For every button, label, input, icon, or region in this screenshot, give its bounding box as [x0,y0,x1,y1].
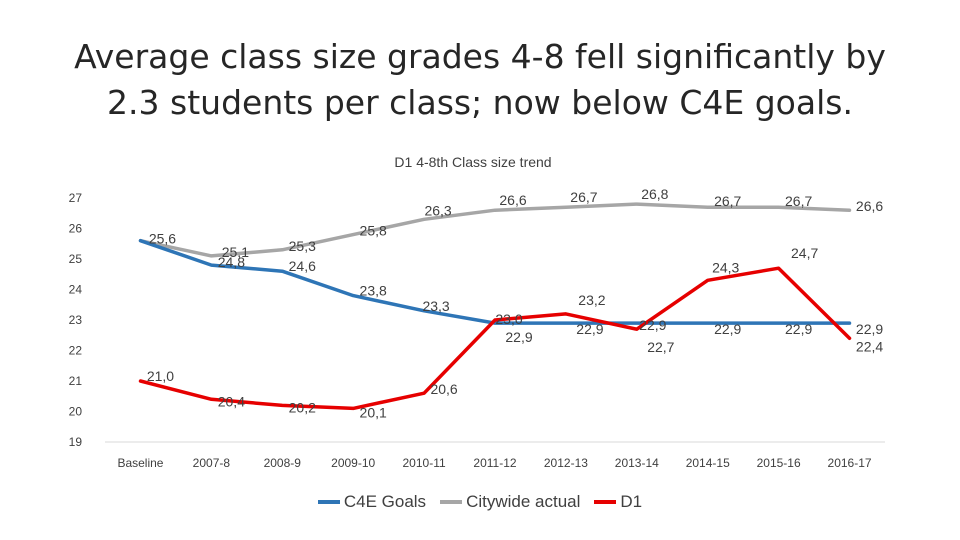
legend-item-c4e-goals: C4E Goals [317,492,427,512]
data-label-d1: 21,0 [147,368,174,384]
data-label-d1: 20,4 [218,393,245,409]
data-label-citywide-actual: 26,6 [856,198,883,214]
data-label-d1: 22,7 [647,339,674,355]
legend-swatch-d1 [594,500,617,504]
chart-title: D1 4-8th Class size trend [394,154,551,170]
legend-label-citywide-actual: Citywide actual [466,492,581,511]
x-tick-label: 2007-8 [193,456,231,470]
data-label-d1: 23,0 [495,311,522,327]
data-label-d1: 20,1 [360,404,387,420]
data-label-citywide-actual: 25,8 [360,223,387,239]
data-label-d1: 24,3 [712,259,739,275]
data-label-c4e-goals: 22,9 [714,321,741,337]
legend-label-c4e-goals: C4E Goals [343,492,427,511]
y-tick-label: 26 [69,222,83,236]
x-tick-label: 2012-13 [544,456,588,470]
data-label-d1: 23,2 [578,292,605,308]
headline-line-2: 2.3 students per class; now below C4E go… [107,83,853,122]
legend-item-d1: D1 [594,492,642,512]
data-label-d1: 24,7 [791,245,818,261]
data-label-citywide-actual: 26,7 [785,193,812,209]
data-label-citywide-actual: 25,3 [289,238,316,254]
y-tick-label: 21 [69,374,83,388]
headline: Average class size grades 4-8 fell signi… [40,34,920,126]
data-label-c4e-goals: 22,9 [639,317,666,333]
y-tick-label: 20 [69,405,83,419]
data-label-citywide-actual: 25,6 [149,231,176,247]
x-tick-label: 2011-12 [473,456,516,470]
data-label-citywide-actual: 26,8 [641,186,668,202]
data-label-c4e-goals: 22,9 [576,321,603,337]
y-tick-label: 25 [69,252,83,266]
legend-label-d1: D1 [620,492,643,511]
legend-swatch-citywide-actual [440,500,463,504]
data-label-c4e-goals: 24,8 [218,254,245,270]
x-tick-label: 2010-11 [403,456,446,470]
x-tick-label: 2009-10 [331,456,375,470]
x-tick-label: 2014-15 [686,456,730,470]
data-label-c4e-goals: 23,3 [422,298,449,314]
data-label-citywide-actual: 26,6 [499,192,526,208]
y-tick-label: 23 [69,313,83,327]
y-tick-label: 24 [69,283,83,297]
data-label-d1: 20,6 [430,381,457,397]
x-tick-label: Baseline [117,456,163,470]
data-label-c4e-goals: 22,9 [856,321,883,337]
x-tick-label: 2008-9 [264,456,302,470]
legend-swatch-c4e-goals [317,500,340,504]
x-tick-label: 2015-16 [757,456,801,470]
series-line-citywide-actual [138,202,852,258]
data-label-c4e-goals: 22,9 [785,321,812,337]
headline-line-1: Average class size grades 4-8 fell signi… [74,37,886,76]
x-tick-label: 2013-14 [615,456,659,470]
series-line-d1 [138,266,852,411]
y-tick-label: 27 [69,191,83,205]
y-tick-label: 22 [69,344,83,358]
x-tick-label: 2016-17 [828,456,872,470]
chart-legend: C4E Goals Citywide actual D1 [0,492,960,512]
data-label-citywide-actual: 25,1 [222,244,249,260]
data-label-c4e-goals: 24,6 [289,258,316,274]
data-label-d1: 20,2 [289,399,316,415]
data-label-citywide-actual: 26,7 [570,189,597,205]
data-label-c4e-goals: 23,8 [360,283,387,299]
series-line-c4e-goals [138,238,852,325]
data-label-citywide-actual: 26,7 [714,193,741,209]
data-label-d1: 22,4 [856,338,883,354]
y-tick-label: 19 [69,435,83,449]
data-label-citywide-actual: 26,3 [424,202,451,218]
legend-item-citywide-actual: Citywide actual [440,492,580,512]
data-label-c4e-goals: 22,9 [505,329,532,345]
